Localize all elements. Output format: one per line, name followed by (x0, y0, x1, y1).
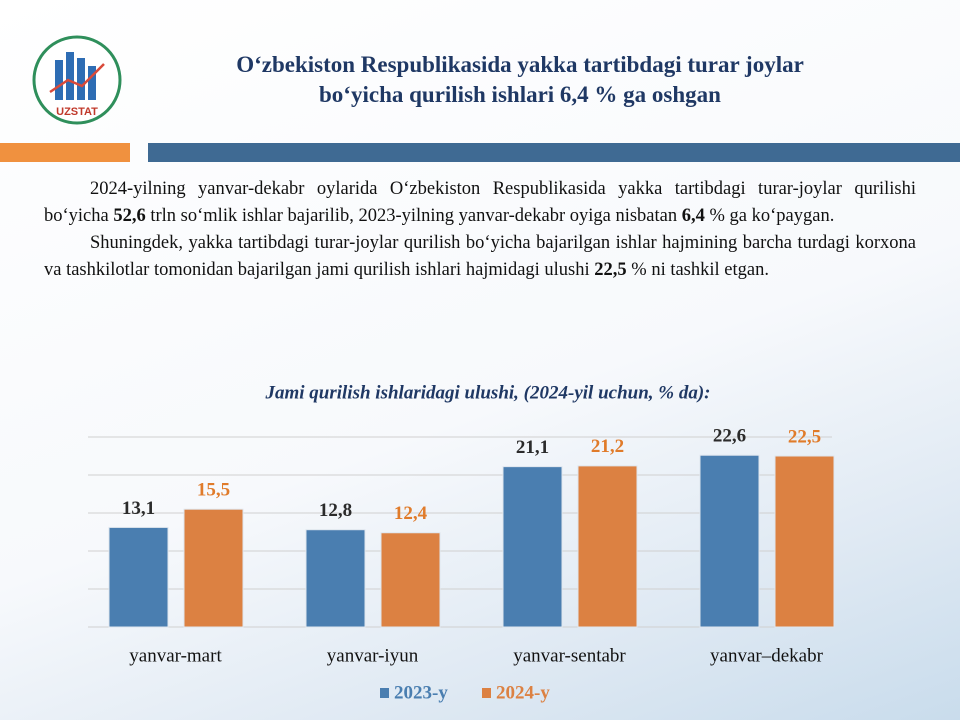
value-label: 21,2 (591, 436, 624, 457)
value-label: 22,6 (713, 426, 746, 447)
x-tick-label: yanvar–dekabr (710, 645, 824, 666)
value-label: 15,5 (197, 480, 230, 501)
x-tick-label: yanvar-sentabr (513, 645, 626, 666)
body-text: 2024-yilning yanvar-dekabr oylarida O‘zb… (44, 176, 916, 284)
bar (774, 455, 835, 628)
logo-bar (88, 66, 96, 100)
paragraph: Shuningdek, yakka tartibdagi turar-joyla… (44, 230, 916, 284)
x-tick-label: yanvar-iyun (327, 645, 419, 666)
orange-band (0, 143, 130, 162)
chart-title: Jami qurilish ishlaridagi ulushi, (2024-… (264, 382, 710, 403)
bar (502, 466, 563, 628)
text: trln so‘mlik ishlar bajarilib, 2023-yiln… (145, 206, 682, 226)
legend-swatch (482, 688, 491, 698)
highlight: 6,4 (681, 206, 705, 226)
x-tick-label: yanvar-mart (129, 645, 222, 666)
title-line: bo‘yicha qurilish ishlari 6,4 % ga oshga… (319, 82, 721, 107)
value-label: 22,5 (788, 426, 821, 447)
bar (577, 465, 638, 628)
text: Shuningdek, yakka tartibdagi turar-joyla… (44, 233, 916, 280)
text: 2024-yilning yanvar-dekabr oylarida O‘zb… (44, 179, 916, 226)
bar (699, 454, 760, 628)
value-label: 12,4 (394, 503, 428, 524)
legend-label: 2024-y (496, 682, 550, 703)
bar (380, 532, 441, 628)
text: % ga ko‘paygan. (704, 206, 835, 226)
bar (305, 529, 366, 628)
title: O‘zbekiston Respublikasida yakka tartibd… (150, 50, 890, 110)
title-line: O‘zbekiston Respublikasida yakka tartibd… (236, 52, 804, 77)
text: % ni tashkil etgan. (626, 260, 769, 280)
value-label: 21,1 (516, 437, 549, 458)
highlight: 52,6 (113, 206, 146, 226)
legend-swatch (380, 688, 389, 698)
logo-bar (66, 52, 74, 100)
highlight: 22,5 (594, 260, 627, 280)
logo-bar (77, 58, 85, 100)
logo-text: UZSTAT (56, 106, 98, 118)
logo-bar (55, 60, 63, 100)
value-label: 12,8 (319, 500, 352, 521)
paragraph: 2024-yilning yanvar-dekabr oylarida O‘zb… (44, 176, 916, 230)
legend-label: 2023-y (394, 682, 448, 703)
blue-band (148, 143, 960, 162)
logo-line (49, 63, 105, 94)
value-label: 13,1 (122, 498, 155, 519)
bar (183, 508, 244, 628)
bar (108, 526, 169, 628)
